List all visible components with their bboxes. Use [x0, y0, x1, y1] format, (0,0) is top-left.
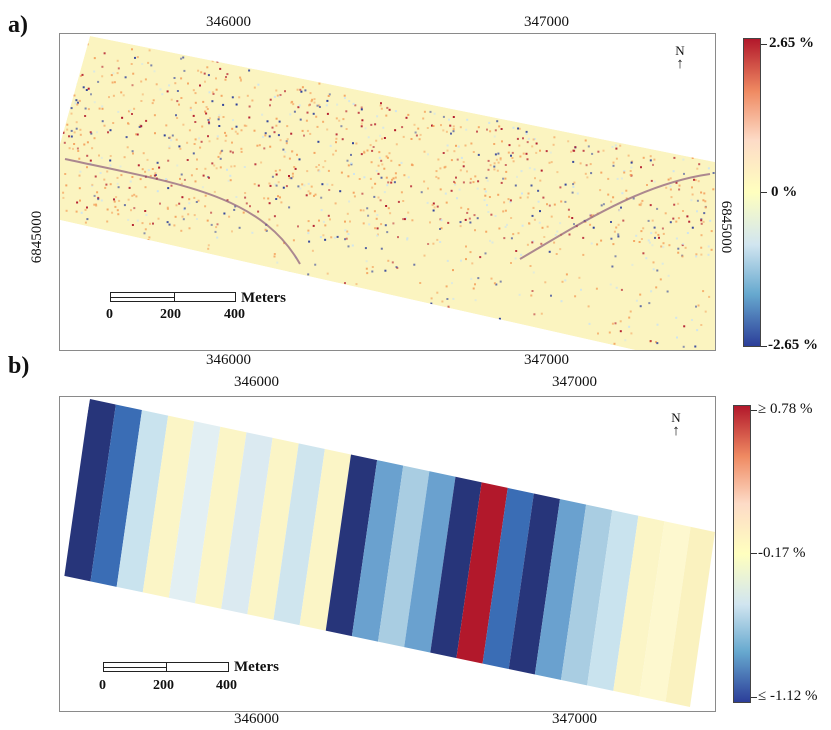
colorbar-b	[733, 405, 751, 703]
scale-label-a-400: 400	[224, 307, 245, 323]
panel-a-bottom-tick-2: 347000	[524, 352, 569, 369]
north-arrow-b: N ↑	[666, 411, 686, 439]
north-arrow-a: N ↑	[670, 44, 690, 72]
map-a-raster	[60, 34, 715, 350]
scale-label-a-200: 200	[160, 307, 181, 323]
panel-b-top-tick-1: 346000	[234, 374, 279, 391]
colorbar-a-max-label: 2.65 %	[769, 35, 814, 52]
scale-unit-a: Meters	[241, 290, 286, 307]
scale-label-a-0: 0	[106, 307, 113, 323]
colorbar-b-mid-label: -0.17 %	[758, 545, 806, 562]
map-a-pixels	[60, 34, 715, 350]
colorbar-b-min-label: ≤ -1.12 %	[758, 688, 817, 705]
colorbar-a	[743, 38, 761, 347]
panel-a-left-tick: 6845000	[28, 202, 46, 272]
scale-label-b-0: 0	[99, 678, 106, 694]
north-arrow-icon-a: ↑	[670, 57, 690, 72]
colorbar-a-min-label: -2.65 %	[768, 337, 818, 354]
panel-a-bottom-tick-1: 346000	[206, 352, 251, 369]
map-a-frame	[59, 33, 716, 351]
scale-label-b-400: 400	[216, 678, 237, 694]
panel-a-label: a)	[8, 12, 28, 39]
scale-unit-b: Meters	[234, 659, 279, 676]
colorbar-a-mid-label: 0 %	[771, 184, 797, 201]
panel-b-bottom-tick-1: 346000	[234, 711, 279, 728]
panel-b-bottom-tick-2: 347000	[552, 711, 597, 728]
panel-b-label: b)	[8, 353, 29, 380]
panel-b-top-tick-2: 347000	[552, 374, 597, 391]
scale-bar-b	[103, 662, 229, 672]
north-arrow-icon-b: ↑	[666, 424, 686, 439]
panel-a-right-tick: 6845000	[717, 192, 735, 262]
colorbar-b-max-label: ≥ 0.78 %	[758, 401, 812, 418]
scale-bar-a	[110, 292, 236, 302]
scale-label-b-200: 200	[153, 678, 174, 694]
panel-a-top-tick-2: 347000	[524, 14, 569, 31]
panel-a-top-tick-1: 346000	[206, 14, 251, 31]
